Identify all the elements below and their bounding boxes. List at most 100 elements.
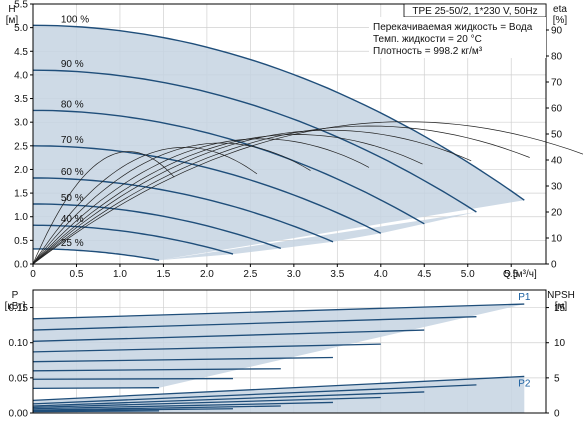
efficiency-curve (32, 146, 258, 265)
p2-curve (32, 408, 233, 412)
x-axis-label: Q (503, 269, 511, 280)
x-tick-label: 2.0 (200, 269, 214, 280)
y2-axis-unit-top: [%] (553, 15, 568, 26)
y2-tick-label-top: 30 (551, 182, 563, 193)
y-tick-label-top: 4.5 (14, 47, 28, 58)
speed-label: 60 % (61, 167, 84, 178)
y-tick-label-top: 5.5 (14, 0, 28, 11)
y-tick-label-top: 3.0 (14, 118, 28, 129)
p1-curve (32, 316, 477, 331)
speed-label: 40 % (61, 214, 84, 225)
speed-label: 50 % (61, 193, 84, 204)
p2-curve (32, 391, 425, 407)
operating-area-top (33, 25, 525, 261)
efficiency-curve (32, 138, 370, 265)
y2-tick-label-top: 70 (551, 78, 563, 89)
head-curve (32, 145, 382, 234)
x-tick-label: 3.0 (287, 269, 301, 280)
info-box (369, 17, 546, 58)
efficiency-curve (32, 121, 583, 265)
efficiency-curve (32, 142, 311, 265)
y-tick-label-top: 5.0 (14, 23, 28, 34)
head-curve (32, 69, 477, 213)
p1-curve (32, 343, 381, 353)
y2-tick-label-top: 50 (551, 130, 563, 141)
y-axis-unit-top: [м] (6, 15, 19, 26)
info-line: Темп. жидкости = 20 °C (373, 34, 482, 45)
x-tick-label: 4.0 (374, 269, 388, 280)
x-tick-label: 5.5 (504, 269, 518, 280)
head-curve (33, 203, 282, 250)
p1-curve (32, 303, 525, 320)
y-tick-label-top: 4.0 (14, 70, 28, 81)
y2-tick-label-top: 40 (551, 156, 563, 167)
y2-axis-label-top: eta (553, 4, 567, 15)
efficiency-curves (32, 121, 583, 265)
head-curve (33, 248, 160, 261)
p2-curve (32, 410, 160, 413)
info-line: Перекачиваемая жидкость = Вода (373, 22, 533, 33)
x-tick-label: 4.5 (417, 269, 431, 280)
head-curve (32, 224, 234, 255)
y2-tick-label-bottom: 0 (554, 409, 560, 420)
head-curve (33, 109, 425, 225)
efficiency-curve (32, 125, 530, 265)
x-tick-label: 1.5 (156, 269, 170, 280)
p1-curve (32, 368, 281, 372)
speed-label: 25 % (61, 238, 84, 249)
y-tick-label-bottom: 0.05 (9, 373, 29, 384)
y2-tick-label-top: 80 (551, 52, 563, 63)
y2-tick-label-bottom: 15 (554, 303, 566, 314)
y-tick-label-bottom: 0.15 (9, 303, 29, 314)
p2-curve (32, 401, 333, 410)
y2-tick-label-bottom: 10 (554, 338, 566, 349)
x-tick-label: 3.5 (330, 269, 344, 280)
p2-curve (32, 405, 281, 411)
y-axis-label-top: H (8, 4, 15, 15)
speed-label: 70 % (61, 135, 84, 146)
p1-curve (32, 377, 233, 380)
y-tick-label-top: 1.5 (14, 189, 28, 200)
y2-tick-label-top: 90 (551, 26, 563, 37)
p2-curve (32, 384, 477, 405)
p2-curve (32, 375, 525, 401)
y-tick-label-bottom: 0.10 (9, 338, 29, 349)
y2-tick-label-top: 60 (551, 104, 563, 115)
head-curve (33, 177, 334, 243)
p2-curve (32, 396, 381, 409)
y2-tick-label-top: 10 (551, 234, 563, 245)
x-tick-label: 5.0 (461, 269, 475, 280)
y-axis-unit-bottom: [кВт] (5, 301, 26, 312)
speed-label: 90 % (61, 59, 84, 70)
x-axis-unit: [м³/ч] (513, 269, 537, 280)
p2-label: P2 (518, 378, 531, 389)
x-tick-label: 0 (30, 269, 36, 280)
x-tick-label: 0.5 (70, 269, 84, 280)
y-tick-label-top: 1.0 (14, 212, 28, 223)
y-tick-label-top: 0.0 (14, 260, 28, 271)
p1-curve (32, 329, 425, 342)
y2-tick-label-top: 20 (551, 208, 563, 219)
y2-axis-label-bottom: NPSH (547, 290, 575, 301)
y-tick-label-top: 2.5 (14, 141, 28, 152)
y-tick-label-top: 3.5 (14, 94, 28, 105)
speed-label: 100 % (61, 14, 89, 25)
p1-curve (32, 356, 333, 363)
y-tick-label-top: 2.0 (14, 165, 28, 176)
x-tick-label: 1.0 (113, 269, 127, 280)
speed-label: 80 % (61, 99, 84, 110)
plot-frame-bottom (32, 289, 547, 414)
y-axis-label-bottom: P (12, 290, 19, 301)
y2-axis-unit-bottom: [м] (555, 301, 568, 312)
y-tick-label-bottom: 0.00 (9, 409, 29, 420)
p1-curve (32, 387, 160, 390)
y2-tick-label-bottom: 5 (554, 373, 560, 384)
y2-tick-label-top: 0 (551, 260, 557, 271)
info-line: Плотность = 998.2 кг/м³ (373, 46, 483, 57)
x-tick-label: 2.5 (243, 269, 257, 280)
chart-title: TPE 25-50/2, 1*230 V, 50Hz (412, 6, 537, 17)
y-tick-label-top: 0.5 (14, 236, 28, 247)
head-curve (32, 24, 525, 201)
